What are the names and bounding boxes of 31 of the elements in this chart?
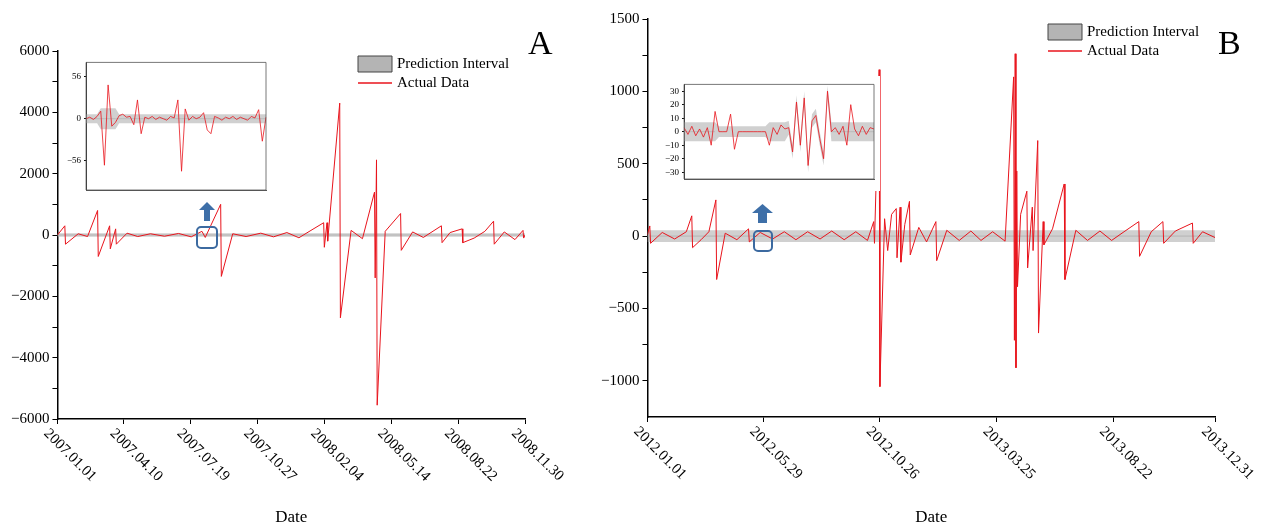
y-tick-label: 1000 — [609, 82, 640, 99]
y-tick-label: 20 — [670, 99, 680, 110]
y-tick-label: 4000 — [19, 103, 50, 120]
y-tick-label: −30 — [665, 166, 680, 177]
chart-title: A — [528, 23, 553, 61]
y-tick-label: 0 — [76, 113, 82, 124]
y-tick-label: −10 — [665, 139, 680, 150]
chart-title: B — [1218, 23, 1241, 61]
y-tick-label: −56 — [67, 155, 82, 166]
y-tick-label: 0 — [631, 227, 640, 244]
y-tick-label: 56 — [72, 71, 82, 82]
x-axis-title: Date — [915, 506, 948, 526]
y-tick-label: 0 — [674, 126, 680, 137]
y-tick-label: 10 — [670, 112, 680, 123]
legend-label: Prediction Interval — [1087, 22, 1200, 39]
legend-label: Actual Data — [1087, 41, 1160, 58]
y-tick-label: −2000 — [10, 287, 50, 304]
y-tick-label: 500 — [616, 154, 640, 171]
y-tick-label: 6000 — [19, 41, 50, 58]
legend-label: Prediction Interval — [397, 54, 510, 71]
legend-label: Actual Data — [397, 73, 470, 90]
y-tick-label: 0 — [41, 225, 50, 242]
y-tick-label: 2000 — [19, 164, 50, 181]
y-tick-label: 1500 — [609, 9, 640, 26]
x-axis-title: Date — [275, 506, 308, 526]
y-tick-label: −20 — [665, 153, 680, 164]
y-tick-label: −4000 — [10, 348, 50, 365]
y-tick-label: 30 — [670, 85, 680, 96]
y-tick-label: −500 — [608, 299, 640, 316]
y-tick-label: −6000 — [10, 409, 50, 426]
y-tick-label: −1000 — [600, 371, 640, 388]
